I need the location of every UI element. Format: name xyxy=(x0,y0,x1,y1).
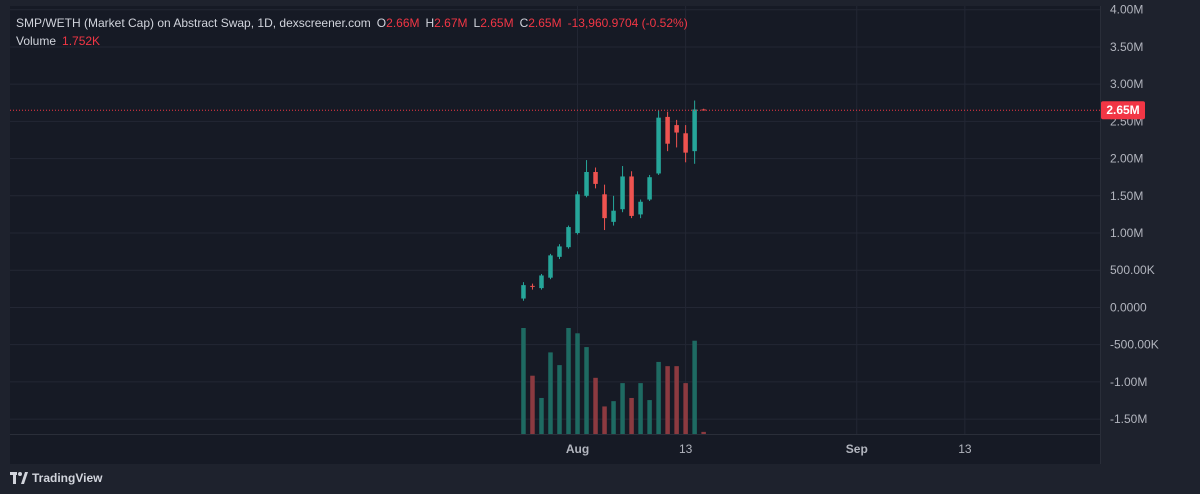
candle-body xyxy=(521,285,526,299)
candle-body xyxy=(566,227,571,248)
last-price-badge xyxy=(1101,101,1145,120)
volume-bar xyxy=(548,352,553,434)
y-tick-label: 500.00K xyxy=(1110,263,1155,277)
y-tick-label: 4.00M xyxy=(1110,3,1143,17)
candle-body xyxy=(665,116,670,144)
footer-bar: TradingView xyxy=(0,464,1200,494)
volume-bar xyxy=(674,366,679,434)
candle-body xyxy=(674,125,679,133)
volume-bar xyxy=(656,361,661,434)
chart-pane[interactable] xyxy=(10,6,1100,464)
candle-body xyxy=(557,246,562,257)
last-price-label: 2.65M xyxy=(1106,103,1139,117)
candle-body xyxy=(692,109,697,152)
x-tick-label: 13 xyxy=(958,442,972,456)
volume-bar xyxy=(683,383,688,434)
x-tick-label: Aug xyxy=(566,442,589,456)
chart-legend: SMP/WETH (Market Cap) on Abstract Swap, … xyxy=(16,14,688,50)
candle-body xyxy=(548,255,553,278)
volume-bar xyxy=(692,340,697,434)
close-value: 2.65M xyxy=(528,16,562,30)
volume-bar xyxy=(620,383,625,434)
volume-bar xyxy=(638,383,643,434)
volume-bar xyxy=(566,328,571,434)
change-value: -13,960.9704 (-0.52%) xyxy=(567,16,688,30)
x-tick-label: Sep xyxy=(846,442,868,456)
low-key: L xyxy=(473,16,481,30)
y-tick-label: -1.00M xyxy=(1110,375,1147,389)
volume-bar xyxy=(539,397,544,434)
legend-volume-row: Volume 1.752K xyxy=(16,32,688,50)
candle-body xyxy=(620,176,625,210)
volume-bar xyxy=(629,397,634,434)
volume-bar xyxy=(557,365,562,434)
y-tick-label: 0.0000 xyxy=(1110,300,1147,314)
candle-body xyxy=(602,194,607,219)
volume-bar xyxy=(611,401,616,434)
y-tick-label: -500.00K xyxy=(1110,338,1159,352)
open-key: O xyxy=(376,16,387,30)
volume-label[interactable]: Volume xyxy=(16,34,57,48)
candle-body xyxy=(584,171,589,196)
high-value: 2.67M xyxy=(434,16,468,30)
y-tick-label: 3.00M xyxy=(1110,77,1143,91)
candle-body xyxy=(575,194,580,234)
tradingview-icon xyxy=(10,472,28,484)
volume-bar xyxy=(530,375,535,434)
candle-body xyxy=(656,117,661,174)
high-key: H xyxy=(425,16,435,30)
volume-bar xyxy=(665,366,670,434)
y-tick-label: 2.00M xyxy=(1110,152,1143,166)
open-value: 2.66M xyxy=(386,16,420,30)
symbol-title[interactable]: SMP/WETH (Market Cap) on Abstract Swap, … xyxy=(16,16,371,30)
low-value: 2.65M xyxy=(480,16,514,30)
y-tick-label: -1.50M xyxy=(1110,412,1147,426)
y-tick-label: 1.00M xyxy=(1110,226,1143,240)
volume-bar xyxy=(593,377,598,434)
chart-plot[interactable]: 4.00M3.50M3.00M2.50M2.00M1.50M1.00M500.0… xyxy=(0,0,1200,464)
candle-body xyxy=(593,171,598,184)
legend-ohlc-row: SMP/WETH (Market Cap) on Abstract Swap, … xyxy=(16,14,688,32)
candle-body xyxy=(539,275,544,289)
candle-body xyxy=(683,133,688,153)
candle-body xyxy=(530,285,535,287)
volume-bar xyxy=(701,431,706,434)
y-tick-label: 1.50M xyxy=(1110,189,1143,203)
y-tick-label: 3.50M xyxy=(1110,40,1143,54)
volume-bar xyxy=(575,333,580,434)
tradingview-logo[interactable]: TradingView xyxy=(10,471,102,485)
volume-value: 1.752K xyxy=(62,34,101,48)
volume-bar xyxy=(584,347,589,434)
candle-body xyxy=(638,201,643,215)
volume-bar xyxy=(521,328,526,434)
volume-bar xyxy=(602,406,607,434)
tradingview-name: TradingView xyxy=(32,471,103,485)
close-key: C xyxy=(519,16,529,30)
x-tick-label: 13 xyxy=(679,442,693,456)
candle-body xyxy=(611,210,616,222)
volume-bar xyxy=(647,400,652,434)
candle-body xyxy=(629,176,634,216)
candle-body xyxy=(647,177,652,200)
